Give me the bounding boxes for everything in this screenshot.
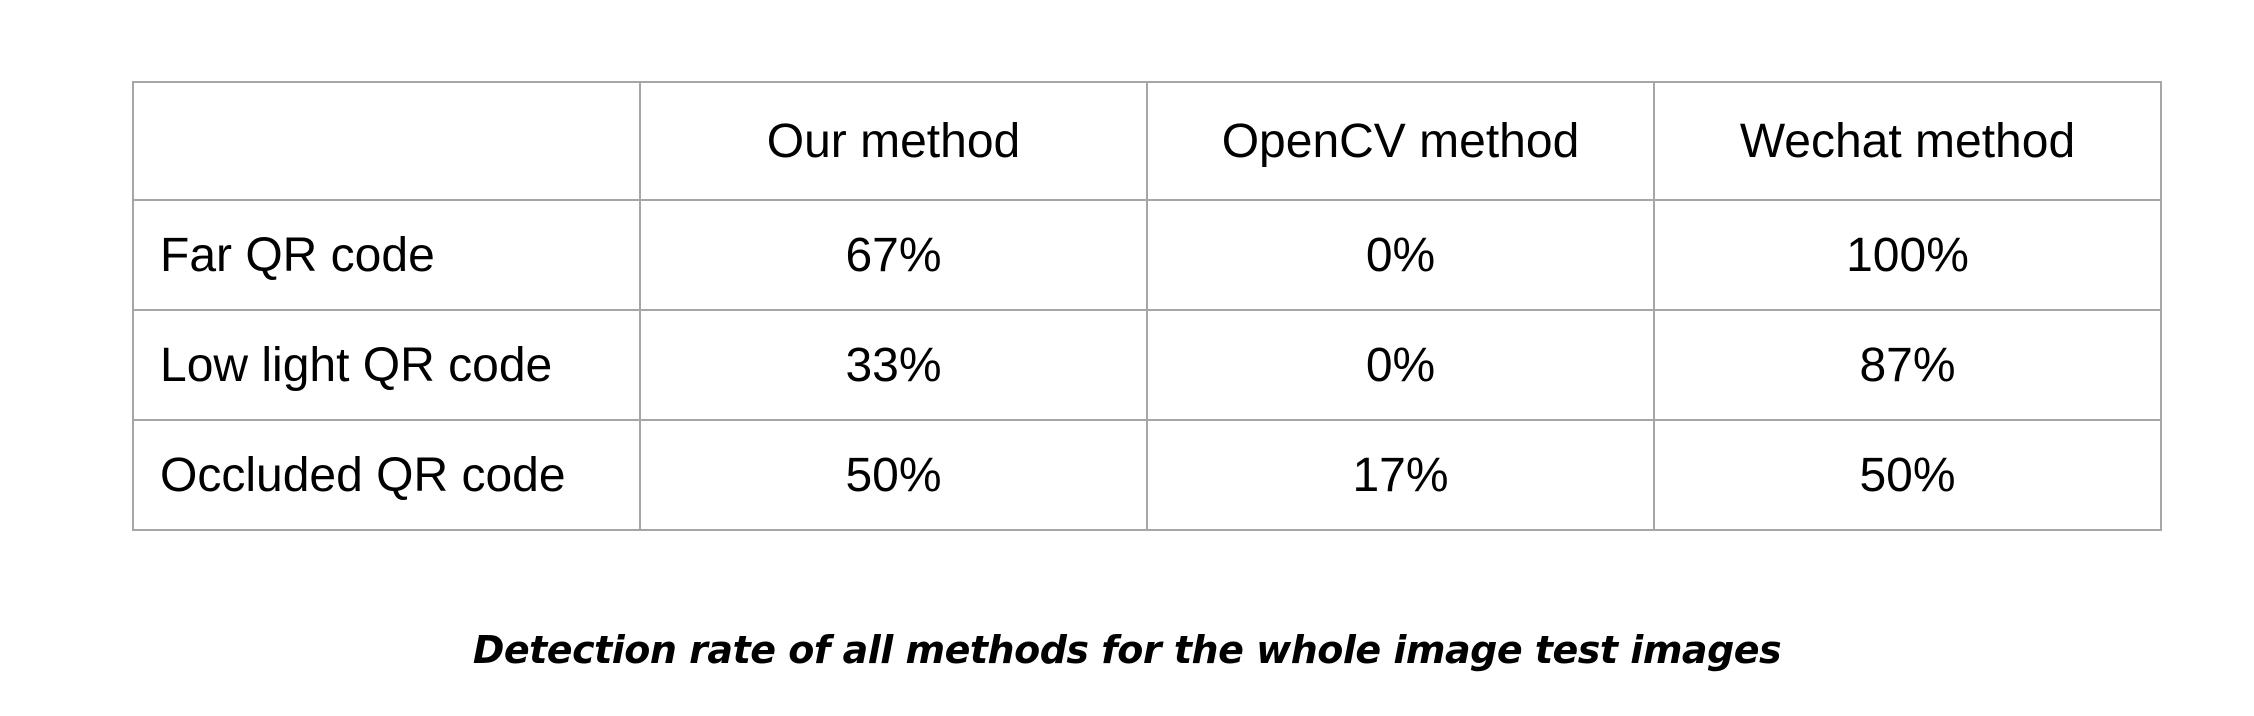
table-row: Far QR code 67% 0% 100%: [132, 199, 2162, 311]
row-label-far-qr: Far QR code: [132, 199, 641, 311]
row-label-low-light-qr: Low light QR code: [132, 309, 641, 421]
table-cell: 0%: [1146, 309, 1655, 421]
detection-rate-table: Our method OpenCV method Wechat method F…: [132, 81, 2162, 531]
header-cell-empty: [132, 81, 641, 201]
table-cell: 17%: [1146, 419, 1655, 531]
row-label-occluded-qr: Occluded QR code: [132, 419, 641, 531]
table-cell: 50%: [639, 419, 1148, 531]
table-cell: 100%: [1653, 199, 2162, 311]
table-caption: Detection rate of all methods for the wh…: [472, 628, 1782, 672]
header-cell-opencv-method: OpenCV method: [1146, 81, 1655, 201]
table-header-row: Our method OpenCV method Wechat method: [132, 81, 2162, 201]
header-cell-our-method: Our method: [639, 81, 1148, 201]
table-cell: 0%: [1146, 199, 1655, 311]
table-cell: 87%: [1653, 309, 2162, 421]
table-cell: 33%: [639, 309, 1148, 421]
table-row: Low light QR code 33% 0% 87%: [132, 309, 2162, 421]
table-cell: 67%: [639, 199, 1148, 311]
header-cell-wechat-method: Wechat method: [1653, 81, 2162, 201]
table-cell: 50%: [1653, 419, 2162, 531]
table-row: Occluded QR code 50% 17% 50%: [132, 419, 2162, 531]
